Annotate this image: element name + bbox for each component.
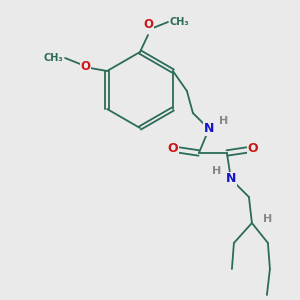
Text: CH₃: CH₃ xyxy=(170,17,190,27)
Text: O: O xyxy=(80,59,90,73)
Text: O: O xyxy=(168,142,178,154)
Text: CH₃: CH₃ xyxy=(44,53,63,63)
Text: H: H xyxy=(212,166,221,176)
Text: O: O xyxy=(248,142,258,154)
Text: N: N xyxy=(226,172,236,185)
Text: H: H xyxy=(263,214,272,224)
Text: H: H xyxy=(219,116,229,126)
Text: O: O xyxy=(143,19,153,32)
Text: N: N xyxy=(204,122,214,136)
